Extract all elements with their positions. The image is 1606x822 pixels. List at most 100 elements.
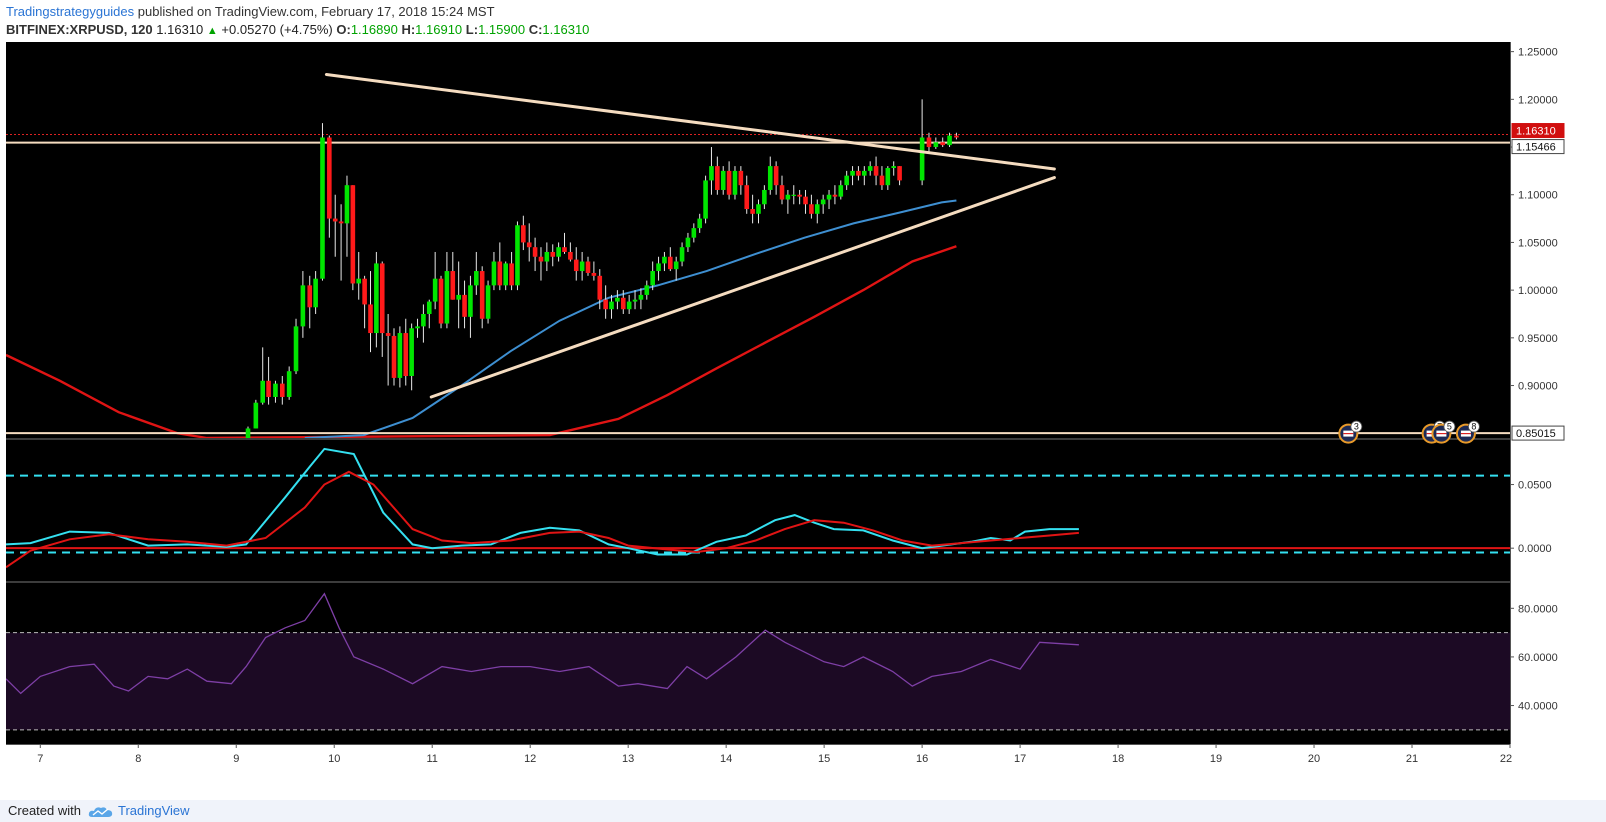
candle-up: [503, 263, 509, 286]
tradingview-link[interactable]: TradingView: [118, 803, 190, 818]
candle-up: [468, 285, 473, 317]
candle-down: [879, 175, 885, 186]
time-tick-label: 13: [622, 753, 634, 765]
candle-up: [374, 263, 379, 334]
candle-up: [756, 204, 761, 214]
candle-up: [253, 402, 259, 429]
rsi-line: [6, 592, 1079, 695]
candle-up: [638, 294, 644, 300]
candle-up: [356, 278, 362, 284]
candle-up: [885, 168, 891, 186]
created-with-text: Created with: [8, 803, 81, 818]
plot-background: [6, 42, 1510, 744]
candle-down: [338, 221, 344, 224]
candle-down: [715, 166, 720, 190]
candle-up: [426, 301, 432, 314]
candle-down: [668, 256, 673, 270]
candle-down: [873, 166, 879, 176]
moving-average-fast: [304, 199, 957, 438]
triangle-trendline: [324, 73, 1056, 171]
rsi-tick-label: 40.0000: [1518, 701, 1558, 713]
time-tick-label: 14: [720, 753, 732, 765]
candle-up: [720, 170, 726, 190]
price-tick-label: 1.25000: [1518, 47, 1558, 59]
candle-down: [266, 380, 271, 397]
low-label: L:: [465, 22, 479, 37]
candle-down: [897, 166, 902, 181]
high-label: H:: [401, 22, 416, 37]
candle-down: [832, 194, 838, 197]
candle-up: [814, 204, 820, 214]
price-tick-label: 0.90000: [1518, 381, 1558, 393]
candle-up: [838, 185, 844, 197]
candle-up: [409, 328, 414, 376]
event-count-text: 8: [1471, 422, 1476, 432]
symbol-line: BITFINEX:XRPUSD, 120 1.16310 ▲ +0.05270 …: [6, 22, 589, 37]
candle-down: [327, 137, 332, 219]
candle-up: [485, 285, 491, 319]
author-link[interactable]: Tradingstrategyguides: [6, 4, 135, 19]
event-count-badge: [1350, 420, 1363, 433]
candle-up: [491, 261, 497, 286]
candle-up: [709, 166, 714, 181]
candle-down: [526, 242, 532, 248]
candle-up: [656, 263, 661, 272]
candle-up: [947, 135, 952, 146]
candle-up: [862, 170, 867, 176]
macd-pane: [6, 447, 1510, 569]
candle-down: [350, 185, 356, 284]
level-price-label: 1.15466: [1516, 142, 1556, 154]
candle-down: [591, 272, 597, 276]
candle-down: [379, 263, 385, 334]
candle-up: [919, 137, 925, 181]
candle-up: [273, 383, 278, 397]
candle-up: [556, 247, 561, 257]
candle-down: [797, 194, 802, 197]
price-tick-label: 1.10000: [1518, 190, 1558, 202]
candle-down: [926, 137, 932, 148]
low-value: 1.15900: [478, 22, 526, 37]
price-change: +0.05270 (+4.75%): [221, 22, 333, 37]
candle-down: [809, 204, 814, 214]
candle-up: [826, 194, 832, 200]
candle-down: [550, 251, 556, 257]
chart-canvas[interactable]: 37581.250001.200001.150001.100001.050001…: [0, 42, 1606, 800]
candle-up: [474, 271, 479, 286]
time-tick-label: 12: [524, 753, 536, 765]
event-count-badge: [1443, 420, 1456, 433]
candle-down: [479, 271, 485, 319]
candle-down: [940, 142, 945, 146]
candle-up: [415, 326, 420, 329]
candle-up: [791, 194, 797, 196]
candle-up: [732, 170, 738, 195]
up-arrow-icon: ▲: [206, 25, 218, 37]
candle-down: [620, 297, 626, 310]
macd-line: [6, 447, 1079, 556]
close-label: C:: [528, 22, 543, 37]
candle-up: [762, 189, 767, 205]
publish-line: Tradingstrategyguides published on Tradi…: [6, 4, 495, 19]
candle-up: [626, 301, 632, 310]
tradingview-cloud-icon[interactable]: [88, 806, 114, 818]
last-price-label: 1.16310: [1516, 126, 1556, 138]
candle-up: [662, 256, 667, 264]
price-tick-label: 1.20000: [1518, 94, 1558, 106]
chart-area[interactable]: 37581.250001.200001.150001.100001.050001…: [0, 42, 1606, 800]
price-pane: [6, 73, 1510, 438]
support-price-label: 0.85015: [1516, 428, 1556, 440]
candle-up: [673, 261, 679, 270]
candle-down: [954, 135, 959, 138]
candle-up: [933, 142, 939, 148]
candle-down: [497, 261, 503, 286]
high-value: 1.16910: [415, 22, 463, 37]
rsi-pane: [6, 592, 1510, 731]
candle-down: [385, 333, 391, 336]
candle-down: [462, 294, 467, 317]
candle-up: [644, 285, 650, 295]
candle-down: [403, 333, 409, 376]
candle-down: [773, 166, 779, 186]
moving-average-slow: [6, 245, 957, 438]
candle-up: [456, 294, 461, 300]
price-tick-label: 1.05000: [1518, 237, 1558, 249]
time-tick-label: 15: [818, 753, 830, 765]
